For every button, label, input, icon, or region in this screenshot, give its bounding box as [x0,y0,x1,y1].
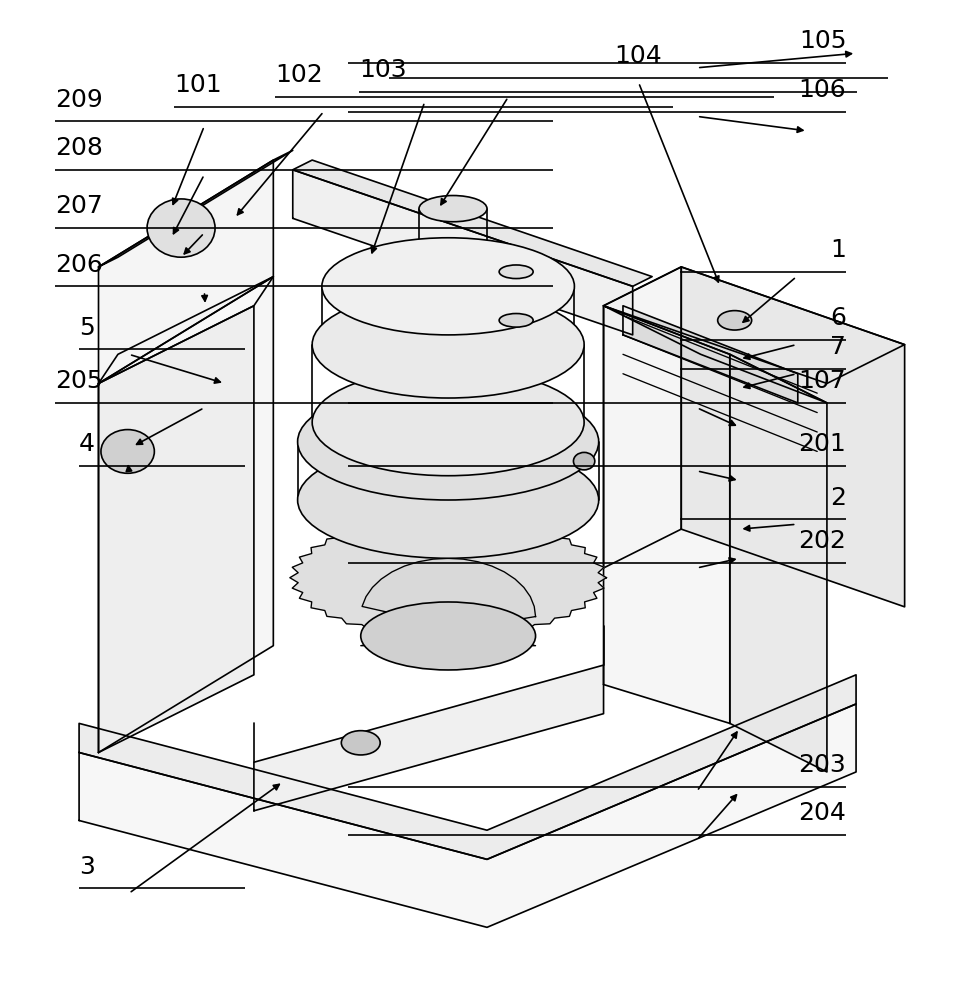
Polygon shape [293,160,653,286]
Text: 101: 101 [174,73,222,97]
Polygon shape [360,558,536,646]
Text: 104: 104 [615,44,662,68]
Text: 202: 202 [799,529,846,553]
Text: 3: 3 [79,855,94,879]
Polygon shape [604,306,827,403]
Text: 1: 1 [831,238,846,262]
Polygon shape [293,170,633,335]
Text: 208: 208 [55,136,102,160]
Polygon shape [79,675,856,859]
Ellipse shape [718,311,752,330]
Polygon shape [429,442,506,485]
Polygon shape [681,267,905,607]
Text: 105: 105 [799,29,846,53]
Text: 7: 7 [831,335,846,359]
Ellipse shape [101,430,154,473]
Text: 6: 6 [831,306,846,330]
Ellipse shape [499,265,533,279]
Text: 205: 205 [55,369,102,393]
Text: 207: 207 [55,194,102,218]
Ellipse shape [298,383,599,500]
Polygon shape [98,277,274,383]
Text: 209: 209 [55,88,102,112]
Text: 102: 102 [276,63,323,87]
Polygon shape [730,354,827,772]
Text: 107: 107 [799,369,846,393]
Polygon shape [254,665,604,811]
Text: 201: 201 [799,432,846,456]
Polygon shape [98,277,274,753]
Text: 5: 5 [79,316,94,340]
Ellipse shape [360,602,536,670]
Text: 2: 2 [831,486,846,510]
Polygon shape [98,150,293,267]
Text: 206: 206 [55,253,102,277]
Polygon shape [290,518,607,638]
Polygon shape [623,306,798,403]
Text: 203: 203 [799,753,846,777]
Ellipse shape [574,452,595,470]
Polygon shape [98,306,254,753]
Ellipse shape [298,442,599,558]
Ellipse shape [341,731,380,755]
Ellipse shape [419,196,487,222]
Polygon shape [98,160,274,383]
Text: 4: 4 [79,432,95,456]
Text: 204: 204 [799,801,846,825]
Ellipse shape [499,314,533,327]
Ellipse shape [313,369,584,476]
Text: 103: 103 [358,58,406,82]
Ellipse shape [313,291,584,398]
Polygon shape [604,267,681,568]
Polygon shape [604,267,905,383]
Polygon shape [79,704,856,927]
Polygon shape [604,306,730,723]
Ellipse shape [321,238,575,335]
Ellipse shape [147,199,215,257]
Text: 106: 106 [799,78,846,102]
